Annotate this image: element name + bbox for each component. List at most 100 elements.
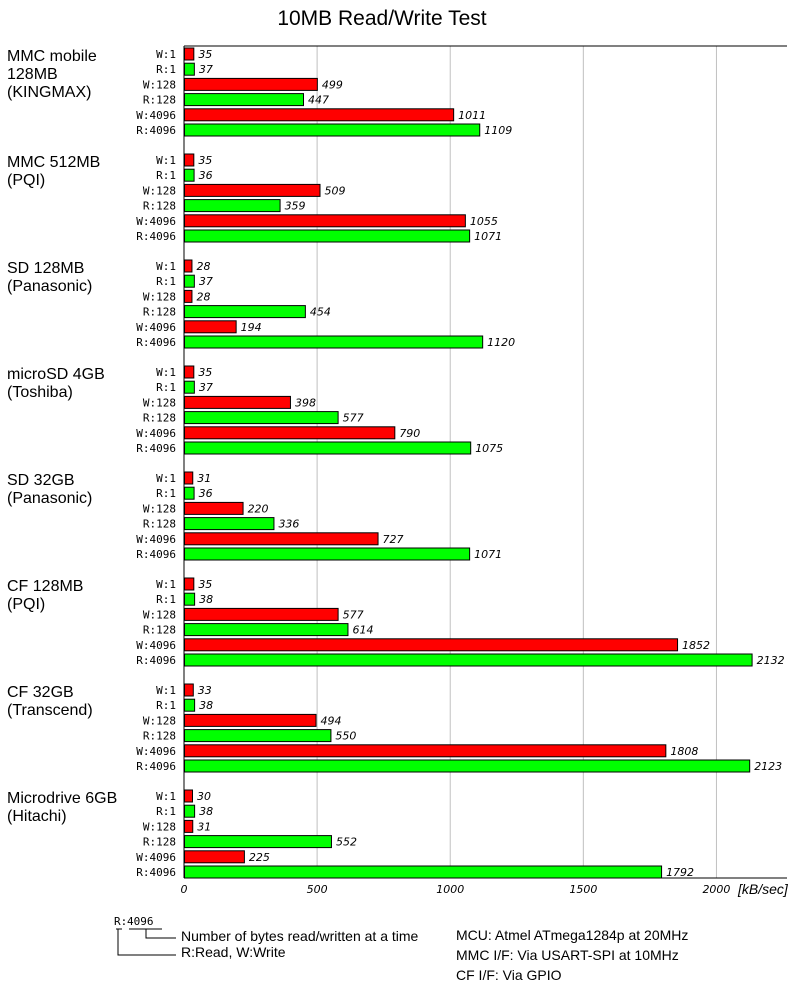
device-group: MMC 512MB(PQI) W:1 35 R:1 36 W:128 509 R:128 359… bbox=[7, 153, 502, 243]
read-bar bbox=[184, 199, 281, 213]
x-tick-label: 1000 bbox=[436, 883, 464, 896]
device-name-line: (Panasonic) bbox=[7, 490, 92, 507]
device-group: CF 128MB(PQI) W:1 35 R:1 38 W:128 577 R:128 614 W… bbox=[7, 577, 785, 667]
read-bar bbox=[184, 93, 305, 107]
bar-value-label: 1071 bbox=[474, 548, 502, 561]
bar-category-label: W:128 bbox=[143, 184, 176, 197]
bar-category-label: W:1 bbox=[156, 472, 176, 485]
bar-category-label: W:128 bbox=[143, 714, 176, 727]
hardware-notes: MCU: Atmel ATmega1284p at 20MHz MMC I/F:… bbox=[456, 927, 688, 983]
bar-value-label: 220 bbox=[248, 502, 269, 515]
read-bar bbox=[184, 592, 196, 606]
read-bar bbox=[184, 804, 196, 818]
bar-value-label: 727 bbox=[383, 533, 404, 546]
bar-value-label: 37 bbox=[199, 275, 213, 288]
bar-value-label: 1852 bbox=[682, 639, 710, 652]
bar-value-label: 37 bbox=[199, 381, 213, 394]
bar-value-label: 36 bbox=[199, 169, 213, 182]
device-name-line: (Hitachi) bbox=[7, 808, 67, 825]
bar-value-label: 38 bbox=[199, 699, 213, 712]
bar-category-label: W:4096 bbox=[136, 321, 176, 334]
read-bar bbox=[184, 865, 663, 879]
x-tick-label: 1500 bbox=[569, 883, 597, 896]
write-bar bbox=[184, 789, 193, 803]
read-bar bbox=[184, 729, 332, 743]
bar-value-label: 28 bbox=[196, 260, 210, 273]
device-name-line: (Toshiba) bbox=[7, 384, 73, 401]
write-bar bbox=[184, 744, 667, 758]
bar-category-label: R:4096 bbox=[136, 654, 176, 667]
note-mcu: MCU: Atmel ATmega1284p at 20MHz bbox=[456, 927, 688, 943]
bar-category-label: R:128 bbox=[143, 306, 176, 319]
bar-value-label: 33 bbox=[198, 684, 212, 697]
bar-value-label: 35 bbox=[198, 578, 212, 591]
read-bar bbox=[184, 486, 195, 500]
bar-value-label: 30 bbox=[197, 790, 211, 803]
read-bar bbox=[184, 380, 195, 394]
legend-sample-prefix: R: bbox=[114, 915, 127, 928]
device-group: SD 32GB(Panasonic) W:1 31 R:1 36 W:128 220 R:12… bbox=[7, 471, 502, 561]
bar-category-label: R:1 bbox=[156, 805, 176, 818]
bar-value-label: 1075 bbox=[475, 442, 503, 455]
read-bar bbox=[184, 168, 195, 182]
device-group: microSD 4GB(Toshiba) W:1 35 R:1 37 W:128 398 R:… bbox=[7, 365, 503, 455]
bar-value-label: 35 bbox=[198, 154, 212, 167]
bar-category-label: R:128 bbox=[143, 730, 176, 743]
device-group: CF 32GB(Transcend) W:1 33 R:1 38 W:128 494 R:12… bbox=[7, 683, 782, 773]
device-name-line: SD 128MB bbox=[7, 260, 84, 277]
write-bar bbox=[184, 214, 466, 228]
read-bar bbox=[184, 441, 472, 455]
read-bar bbox=[184, 759, 751, 773]
bar-value-label: 31 bbox=[197, 820, 211, 833]
bar-category-label: R:1 bbox=[156, 487, 176, 500]
write-bar bbox=[184, 471, 194, 485]
write-bar bbox=[184, 683, 194, 697]
write-bar bbox=[184, 395, 291, 409]
legend-size-note: Number of bytes read/written at a time bbox=[181, 928, 419, 944]
bar-value-label: 194 bbox=[241, 321, 262, 334]
write-bar bbox=[184, 77, 318, 91]
legend: R: 4096 Number of bytes read/written at … bbox=[114, 915, 419, 960]
legend-rw-note: R:Read, W:Write bbox=[181, 944, 286, 960]
bar-category-label: W:1 bbox=[156, 578, 176, 591]
write-bar bbox=[184, 320, 237, 334]
bar-value-label: 454 bbox=[310, 306, 331, 319]
bar-category-label: W:1 bbox=[156, 366, 176, 379]
bar-value-label: 38 bbox=[199, 805, 213, 818]
bar-value-label: 225 bbox=[249, 851, 270, 864]
bar-category-label: R:4096 bbox=[136, 866, 176, 879]
write-bar bbox=[184, 108, 455, 122]
bar-category-label: R:4096 bbox=[136, 230, 176, 243]
bar-value-label: 577 bbox=[343, 608, 364, 621]
x-axis-label: [kB/sec] bbox=[737, 881, 789, 897]
write-bar bbox=[184, 577, 195, 591]
bar-value-label: 35 bbox=[198, 48, 212, 61]
bar-category-label: R:4096 bbox=[136, 442, 176, 455]
bar-category-label: W:4096 bbox=[136, 533, 176, 546]
bar-value-label: 447 bbox=[308, 94, 329, 107]
device-name-line: MMC 512MB bbox=[7, 154, 100, 171]
legend-sample-size: 4096 bbox=[127, 915, 154, 928]
read-bar bbox=[184, 698, 196, 712]
device-name-line: (Transcend) bbox=[7, 702, 93, 719]
bar-value-label: 28 bbox=[196, 290, 210, 303]
bar-value-label: 577 bbox=[343, 412, 364, 425]
bar-category-label: W:4096 bbox=[136, 639, 176, 652]
note-cf-if: CF I/F: Via GPIO bbox=[456, 967, 562, 983]
bar-category-label: R:128 bbox=[143, 624, 176, 637]
write-bar bbox=[184, 713, 317, 727]
x-tick-label: 500 bbox=[307, 883, 328, 896]
device-name-line: CF 32GB bbox=[7, 684, 74, 701]
read-bar bbox=[184, 229, 471, 243]
bar-category-label: W:128 bbox=[143, 820, 176, 833]
bar-category-label: W:4096 bbox=[136, 215, 176, 228]
bar-category-label: W:4096 bbox=[136, 745, 176, 758]
bar-value-label: 499 bbox=[322, 78, 343, 91]
bar-category-label: R:4096 bbox=[136, 760, 176, 773]
device-name-line: (Panasonic) bbox=[7, 278, 92, 295]
device-name-line: (PQI) bbox=[7, 596, 45, 613]
bar-value-label: 550 bbox=[335, 730, 356, 743]
x-tick-label: 2000 bbox=[702, 883, 730, 896]
device-name-line: Microdrive 6GB bbox=[7, 790, 117, 807]
